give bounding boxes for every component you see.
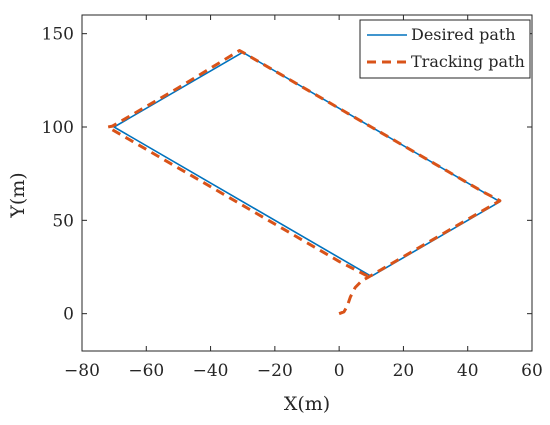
series-line-tracking-path — [106, 49, 502, 316]
plot-frame — [81, 14, 533, 352]
y-tick-label: 50 — [52, 211, 74, 231]
x-tick-label: −40 — [193, 361, 229, 381]
x-tick-label: 0 — [334, 361, 345, 381]
plot-area — [106, 49, 502, 316]
axis-ticks: −80 −60 −40 −20 0 20 40 60 0 50 100 150 — [42, 15, 543, 381]
x-tick-label: −80 — [64, 361, 100, 381]
x-tick-label: −20 — [257, 361, 293, 381]
x-tick-label: −60 — [128, 361, 164, 381]
y-tick-label: 100 — [42, 118, 74, 138]
legend: Desired path Tracking path — [359, 19, 531, 79]
legend-label-tracking-path: Tracking path — [411, 52, 525, 71]
x-tick-label: 60 — [521, 361, 543, 381]
legend-box — [359, 19, 531, 79]
legend-label-desired-path: Desired path — [411, 25, 516, 44]
x-tick-label: 40 — [457, 361, 479, 381]
y-tick-label: 0 — [63, 305, 74, 325]
y-axis-label: Y(m) — [7, 172, 29, 218]
x-axis-label: X(m) — [284, 393, 330, 415]
y-tick-label: 150 — [42, 25, 74, 45]
x-tick-label: 20 — [393, 361, 415, 381]
